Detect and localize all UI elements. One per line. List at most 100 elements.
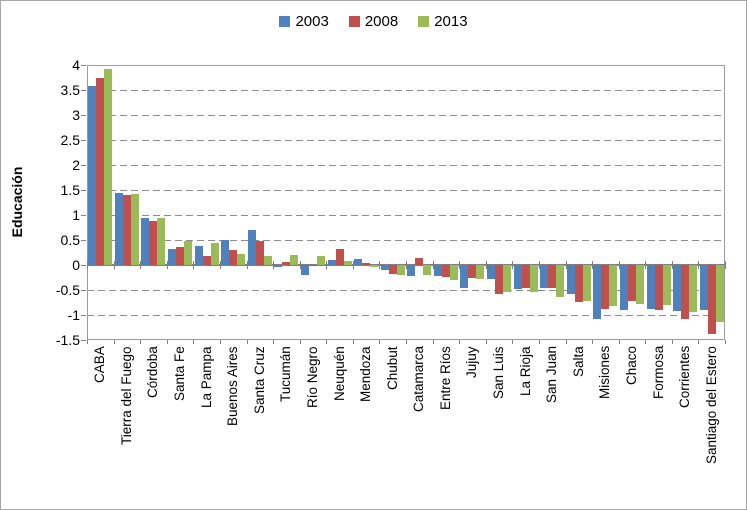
y-tick-label: 2 <box>72 157 80 173</box>
x-tick-label: La Rioja <box>517 346 533 396</box>
bar-2003 <box>141 218 150 265</box>
category-tick-mark <box>379 340 381 344</box>
y-tick-mark <box>81 239 86 241</box>
bar-2013 <box>635 265 644 304</box>
y-tick-mark <box>81 164 86 166</box>
bar-2008 <box>548 265 557 288</box>
bar-2013 <box>157 217 166 265</box>
category-tick-mark <box>140 340 142 344</box>
y-tick-mark <box>81 139 86 141</box>
bar-2013 <box>210 242 219 265</box>
y-tick-mark <box>81 189 86 191</box>
x-tick-label: Mendoza <box>358 346 374 402</box>
category-tick-mark <box>299 340 301 344</box>
category-tick-mark <box>326 261 328 269</box>
x-tick-label: La Pampa <box>198 346 214 408</box>
bar-2013 <box>316 256 325 265</box>
legend-label: 2003 <box>295 12 329 30</box>
category-tick-mark <box>512 261 514 269</box>
bar-2003 <box>88 86 97 265</box>
bar-2013 <box>184 240 193 265</box>
bar-2013 <box>609 265 618 306</box>
category-tick-mark <box>352 261 354 269</box>
y-tick-label: -1 <box>67 307 80 323</box>
category-tick-mark <box>645 340 647 344</box>
x-tick-label: San Juan <box>544 346 560 404</box>
category-tick-mark <box>406 261 407 269</box>
x-tick-label: Corrientes <box>677 346 693 409</box>
bar-2008 <box>654 265 663 310</box>
x-tick-label: Río Negro <box>304 346 320 408</box>
bar-2013 <box>130 193 139 265</box>
category-tick-mark <box>219 340 221 344</box>
y-tick-mark <box>81 114 86 116</box>
category-tick-mark <box>698 261 700 269</box>
bar-2013 <box>423 265 432 275</box>
bar-2008 <box>282 261 291 265</box>
gridline <box>87 89 725 91</box>
bar-2003 <box>619 265 628 310</box>
legend-label: 2013 <box>434 12 468 30</box>
bar-2003 <box>114 193 123 265</box>
bar-2008 <box>441 265 450 277</box>
gridline <box>87 189 725 191</box>
bar-2008 <box>335 248 344 265</box>
bar-2013 <box>476 265 485 279</box>
y-tick-mark <box>81 314 86 316</box>
category-tick-mark <box>698 340 700 344</box>
x-tick-label: San Luis <box>491 346 507 399</box>
y-tick-mark <box>81 264 86 266</box>
category-tick-mark <box>87 261 88 269</box>
category-tick-mark <box>565 340 567 344</box>
bar-2008 <box>149 221 158 265</box>
y-tick-mark <box>81 64 86 66</box>
bar-2013 <box>396 265 405 275</box>
category-tick-mark <box>193 261 195 269</box>
category-tick-mark <box>166 340 168 344</box>
x-tick-label: Buenos Aires <box>225 346 241 426</box>
bar-2008 <box>681 265 690 319</box>
category-tick-mark <box>326 340 328 344</box>
bar-2008 <box>601 265 610 309</box>
legend-item: 2008 <box>348 14 398 29</box>
gridline <box>87 239 725 241</box>
legend-swatch-icon <box>348 15 360 27</box>
x-tick-label: Neuquén <box>331 346 347 401</box>
bar-2003 <box>673 265 682 311</box>
category-tick-mark <box>725 340 726 344</box>
x-tick-label: Misiones <box>597 346 613 400</box>
y-tick-label: 2.5 <box>60 132 80 148</box>
y-axis-title: Educación <box>9 166 25 238</box>
bar-2003 <box>274 265 283 267</box>
x-tick-label: Tierra del Fuego <box>118 346 134 445</box>
chart-legend: 2003 2008 2013 <box>1 11 746 31</box>
bar-2003 <box>380 265 389 270</box>
bar-2003 <box>566 265 575 294</box>
category-tick-mark <box>379 261 381 269</box>
category-tick-mark <box>459 261 461 269</box>
category-tick-mark <box>671 340 673 344</box>
bar-2013 <box>689 265 698 312</box>
category-tick-mark <box>459 340 461 344</box>
category-tick-mark <box>645 261 647 269</box>
bar-2003 <box>168 248 177 265</box>
category-tick-mark <box>512 340 514 344</box>
category-tick-mark <box>671 261 673 269</box>
y-tick-label: 1.5 <box>60 182 80 198</box>
category-tick-mark <box>166 261 168 269</box>
category-tick-mark <box>193 340 195 344</box>
bar-2008 <box>707 265 716 334</box>
category-tick-mark <box>219 261 221 269</box>
bar-2013 <box>582 265 591 301</box>
category-tick-mark <box>432 261 434 269</box>
x-tick-label: Formosa <box>650 346 666 400</box>
y-tick-label: 0 <box>72 257 80 273</box>
bar-2008 <box>495 265 504 294</box>
bar-2013 <box>343 260 352 265</box>
category-tick-mark <box>352 340 354 344</box>
category-tick-mark <box>246 261 248 269</box>
bar-2013 <box>449 265 458 280</box>
x-tick-label: Jujuy <box>464 346 480 378</box>
bar-2003 <box>407 265 416 276</box>
x-tick-label: Catamarca <box>411 346 427 413</box>
